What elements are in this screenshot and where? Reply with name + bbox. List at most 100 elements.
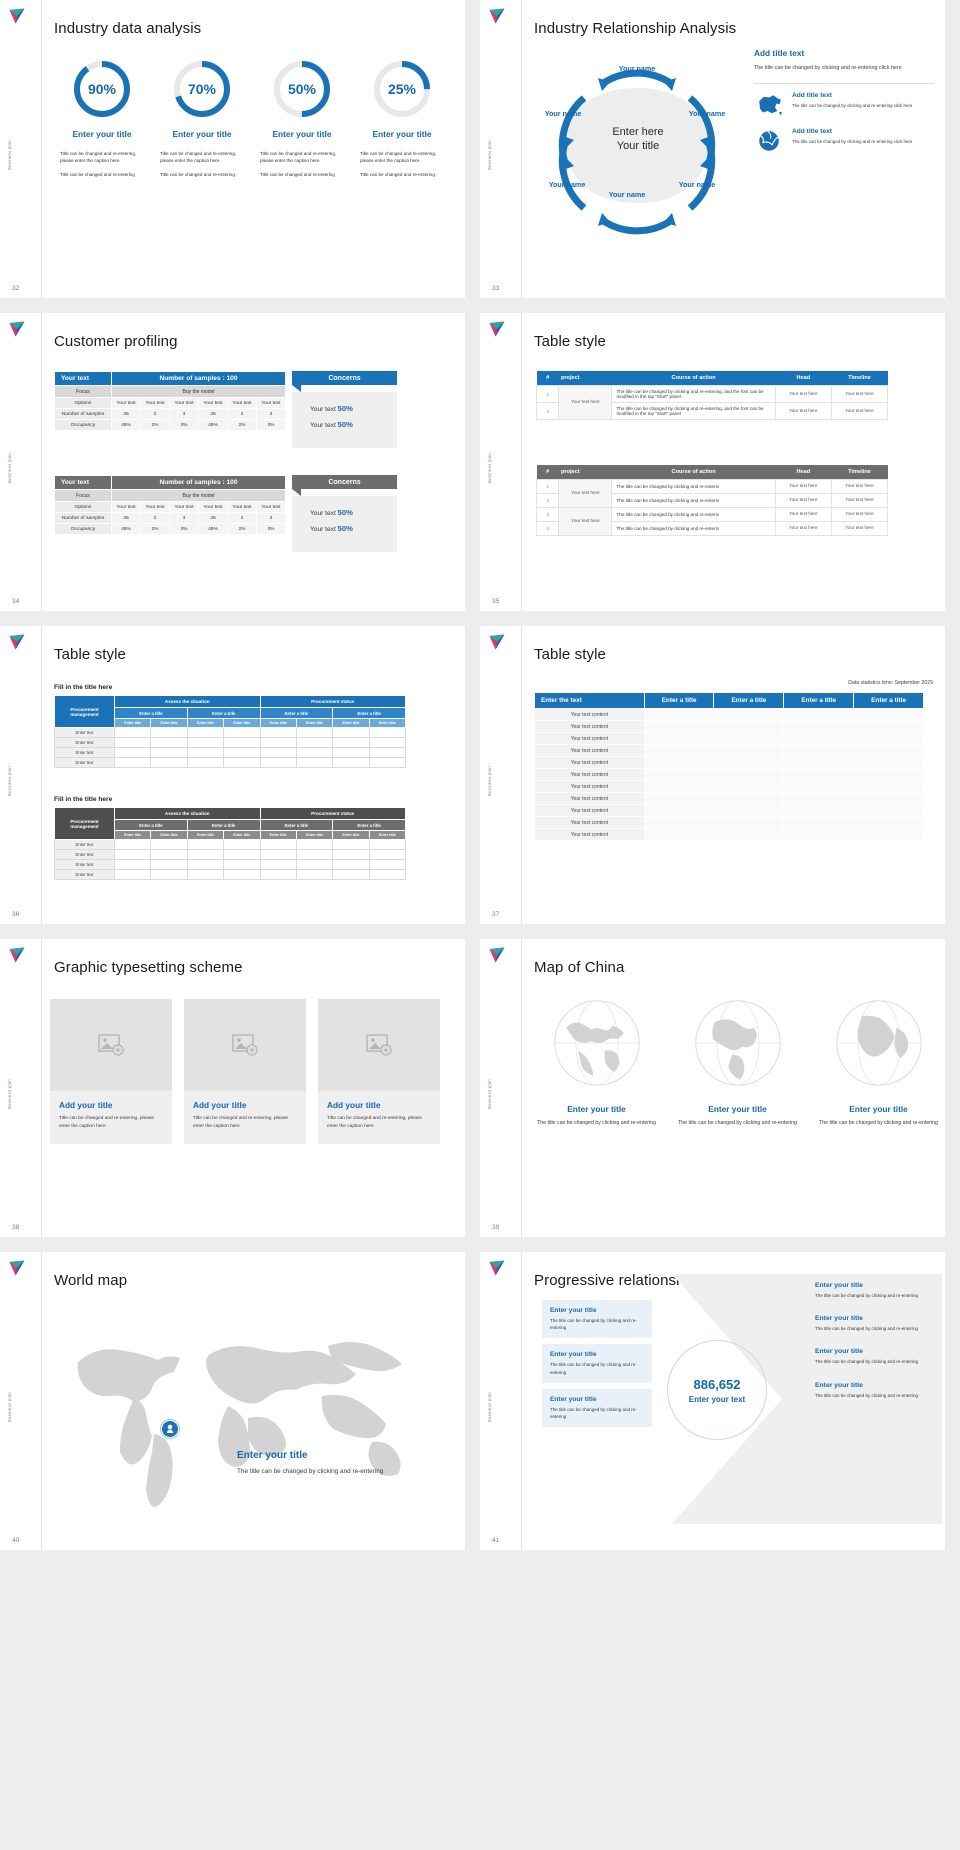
cell[interactable] <box>332 859 370 870</box>
cell[interactable] <box>259 757 297 768</box>
procurement-table-gray[interactable]: Procurement management Assess the situat… <box>54 807 407 880</box>
cell[interactable] <box>223 849 261 860</box>
cell[interactable] <box>113 869 152 880</box>
cell[interactable] <box>223 757 261 768</box>
cell[interactable] <box>295 849 334 860</box>
slide-32[interactable]: Business plan 32 Industry data analysis … <box>0 0 465 298</box>
panel-item[interactable]: Add title text The title can be changed … <box>754 92 934 118</box>
cell[interactable] <box>853 744 924 757</box>
cell[interactable] <box>853 768 924 781</box>
graphic-card[interactable]: Add your title Title can be changed and … <box>184 999 306 1145</box>
cell[interactable] <box>643 756 715 769</box>
project-table-blue[interactable]: # project Course of action Head Timeline… <box>535 371 889 420</box>
image-placeholder[interactable] <box>184 999 306 1091</box>
cell[interactable] <box>332 849 370 860</box>
cell[interactable] <box>150 859 188 870</box>
slide-34[interactable]: Business plan 34 Customer profiling Your… <box>0 313 465 611</box>
cell[interactable] <box>295 727 334 738</box>
cell[interactable] <box>853 756 924 769</box>
cell[interactable] <box>223 747 261 758</box>
cell[interactable] <box>783 756 855 769</box>
donut-item[interactable]: 25% Enter your title Title can be change… <box>352 58 452 178</box>
cell[interactable] <box>853 828 924 841</box>
ring-node-label-6[interactable]: Your name <box>544 109 582 118</box>
slide-39[interactable]: Business plan 39 Map of China Enter your… <box>480 939 945 1237</box>
cell[interactable] <box>295 839 334 850</box>
customer-table-gray[interactable]: Your text Number of samples : 100 Focus Bu… <box>54 475 287 535</box>
cell[interactable] <box>783 744 855 757</box>
cell[interactable] <box>295 737 334 748</box>
slide-38[interactable]: Business plan 38 Graphic typesetting sch… <box>0 939 465 1237</box>
cell[interactable] <box>368 747 407 758</box>
cell[interactable] <box>332 869 370 880</box>
cell[interactable] <box>643 816 715 829</box>
cell[interactable] <box>113 727 152 738</box>
cell[interactable] <box>186 727 225 738</box>
cell[interactable] <box>643 732 715 745</box>
cell[interactable] <box>259 859 297 870</box>
cell[interactable] <box>643 708 715 721</box>
cell[interactable] <box>643 720 715 733</box>
cell[interactable] <box>853 732 924 745</box>
concerns-panel-gray[interactable]: Concerns Your text 50% Your text 50% <box>292 475 397 552</box>
cell[interactable] <box>713 792 785 805</box>
cell[interactable] <box>113 859 152 870</box>
cell[interactable] <box>295 747 334 758</box>
cell[interactable] <box>713 828 785 841</box>
slide-41[interactable]: Business plan 41 Progressive relationshi… <box>480 1252 945 1550</box>
cell[interactable] <box>150 727 188 738</box>
globe-item[interactable]: Enter your title The title can be change… <box>671 995 804 1128</box>
panel-item[interactable]: Add title text The title can be changed … <box>754 128 934 154</box>
progressive-card[interactable]: Enter your title The title can be change… <box>542 1388 652 1428</box>
cell[interactable] <box>368 757 407 768</box>
cell[interactable] <box>150 869 188 880</box>
cell[interactable] <box>295 757 334 768</box>
cell[interactable] <box>259 747 297 758</box>
cell[interactable] <box>295 859 334 870</box>
cell[interactable] <box>186 747 225 758</box>
slide-33[interactable]: Business plan 33 Industry Relationship A… <box>480 0 945 298</box>
customer-table-blue[interactable]: Your text Number of samples : 100 Focus Bu… <box>54 371 287 431</box>
cell[interactable] <box>713 780 785 793</box>
cell[interactable] <box>186 859 225 870</box>
slide-40[interactable]: Business plan 40 World map <box>0 1252 465 1550</box>
cell[interactable] <box>186 737 225 748</box>
ring-node-label-5[interactable]: Your name <box>548 180 586 189</box>
cell[interactable] <box>186 869 225 880</box>
cell[interactable] <box>853 792 924 805</box>
cell[interactable] <box>113 757 152 768</box>
image-placeholder[interactable] <box>50 999 172 1091</box>
cell[interactable] <box>783 708 855 721</box>
cell[interactable] <box>783 780 855 793</box>
cell[interactable] <box>713 744 785 757</box>
cell[interactable] <box>150 747 188 758</box>
world-map[interactable]: Enter your title The title can be change… <box>42 1302 462 1522</box>
cell[interactable] <box>223 839 261 850</box>
cell[interactable] <box>150 849 188 860</box>
cell[interactable] <box>186 849 225 860</box>
progressive-right-item[interactable]: Enter your title The title can be change… <box>805 1374 935 1407</box>
cell[interactable] <box>259 839 297 850</box>
cell[interactable] <box>643 744 715 757</box>
cell[interactable] <box>713 708 785 721</box>
text-table[interactable]: Enter the text Enter a title Enter a tit… <box>534 692 924 841</box>
cell[interactable] <box>853 816 924 829</box>
ring-node-label-3[interactable]: Your name <box>678 180 716 189</box>
cell[interactable] <box>259 737 297 748</box>
progressive-card[interactable]: Enter your title The title can be change… <box>542 1300 652 1339</box>
cell[interactable] <box>223 737 261 748</box>
slide-35[interactable]: Business plan 35 Table style # project C… <box>480 313 945 611</box>
cell[interactable] <box>259 869 297 880</box>
graphic-card[interactable]: Add your title Title can be changed and … <box>50 999 172 1145</box>
cell[interactable] <box>783 792 855 805</box>
cell[interactable] <box>783 804 855 817</box>
cell[interactable] <box>713 816 785 829</box>
cell[interactable] <box>113 839 152 850</box>
cell[interactable] <box>713 756 785 769</box>
progressive-right-item[interactable]: Enter your title The title can be change… <box>805 1274 935 1307</box>
location-pin-icon[interactable] <box>160 1419 180 1439</box>
ring-node-label-4[interactable]: Your name <box>608 190 646 199</box>
donut-item[interactable]: 90% Enter your title Title can be change… <box>52 58 152 178</box>
cell[interactable] <box>223 869 261 880</box>
progressive-right-item[interactable]: Enter your title The title can be change… <box>805 1307 935 1340</box>
